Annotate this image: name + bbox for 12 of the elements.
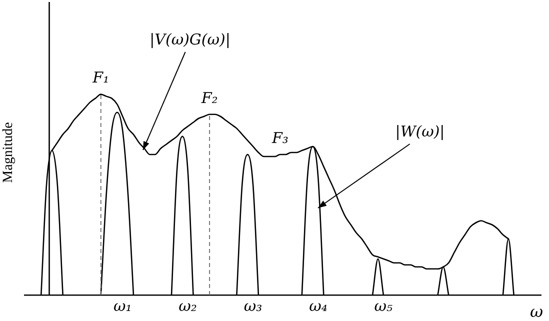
x-axis-title: ω bbox=[530, 302, 543, 321]
y-axis-title: Magnitude bbox=[1, 122, 16, 183]
x-tick-label: ω₂ bbox=[178, 296, 197, 315]
x-tick-label: ω₁ bbox=[113, 296, 132, 315]
annotation: F₂ bbox=[200, 88, 218, 107]
annotation: F₃ bbox=[270, 128, 288, 147]
text: F₁ bbox=[92, 68, 110, 87]
x-tick-label: ω₃ bbox=[244, 296, 262, 315]
annotation: |W(ω)| bbox=[395, 122, 445, 140]
text: |V(ω)G(ω)| bbox=[150, 30, 230, 48]
x-tick-label: ω₅ bbox=[374, 296, 393, 315]
x-tick-label: ω₄ bbox=[309, 296, 328, 315]
